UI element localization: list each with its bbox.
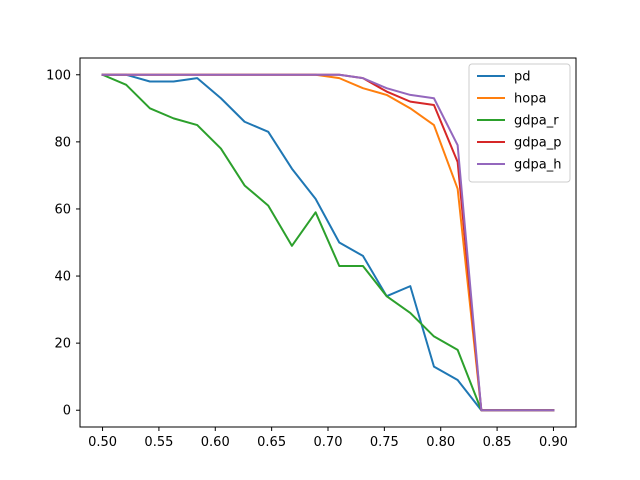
x-tick-label: 0.65 <box>257 435 286 450</box>
series-layer <box>101 73 555 412</box>
legend: pd hopa gdpa_r gdpa_p gdpa_h <box>468 63 571 183</box>
legend-label-gdpa_h: gdpa_h <box>514 158 561 173</box>
x-tick-label: 0.75 <box>370 435 399 450</box>
y-tick-label: 20 <box>54 337 71 352</box>
legend-label-pd: pd <box>514 70 531 85</box>
y-tick-label: 60 <box>54 202 71 217</box>
series-line-gdpa_r <box>101 73 555 412</box>
x-tick-label: 0.60 <box>201 435 230 450</box>
series-line-gdpa_h <box>101 73 555 412</box>
x-tick-label: 0.80 <box>426 435 455 450</box>
axes-layer: 0.50 0.55 0.60 0.65 0.70 0.75 0.80 0.85 0.90 0 20 4… <box>46 57 577 450</box>
y-tick-label: 40 <box>54 270 71 285</box>
legend-label-gdpa_p: gdpa_p <box>514 136 561 151</box>
legend-box <box>468 63 571 183</box>
x-tick-label: 0.50 <box>88 435 117 450</box>
x-tick-label: 0.70 <box>314 435 343 450</box>
series-line-pd <box>101 73 555 412</box>
y-tick-label: 80 <box>54 135 71 150</box>
x-tick-label: 0.85 <box>483 435 512 450</box>
y-tick-label: 0 <box>63 404 71 419</box>
x-tick-label: 0.90 <box>539 435 568 450</box>
legend-label-gdpa_r: gdpa_r <box>514 114 559 129</box>
y-tick-label: 100 <box>46 68 71 83</box>
legend-label-hopa: hopa <box>514 92 546 107</box>
x-tick-label: 0.55 <box>144 435 173 450</box>
